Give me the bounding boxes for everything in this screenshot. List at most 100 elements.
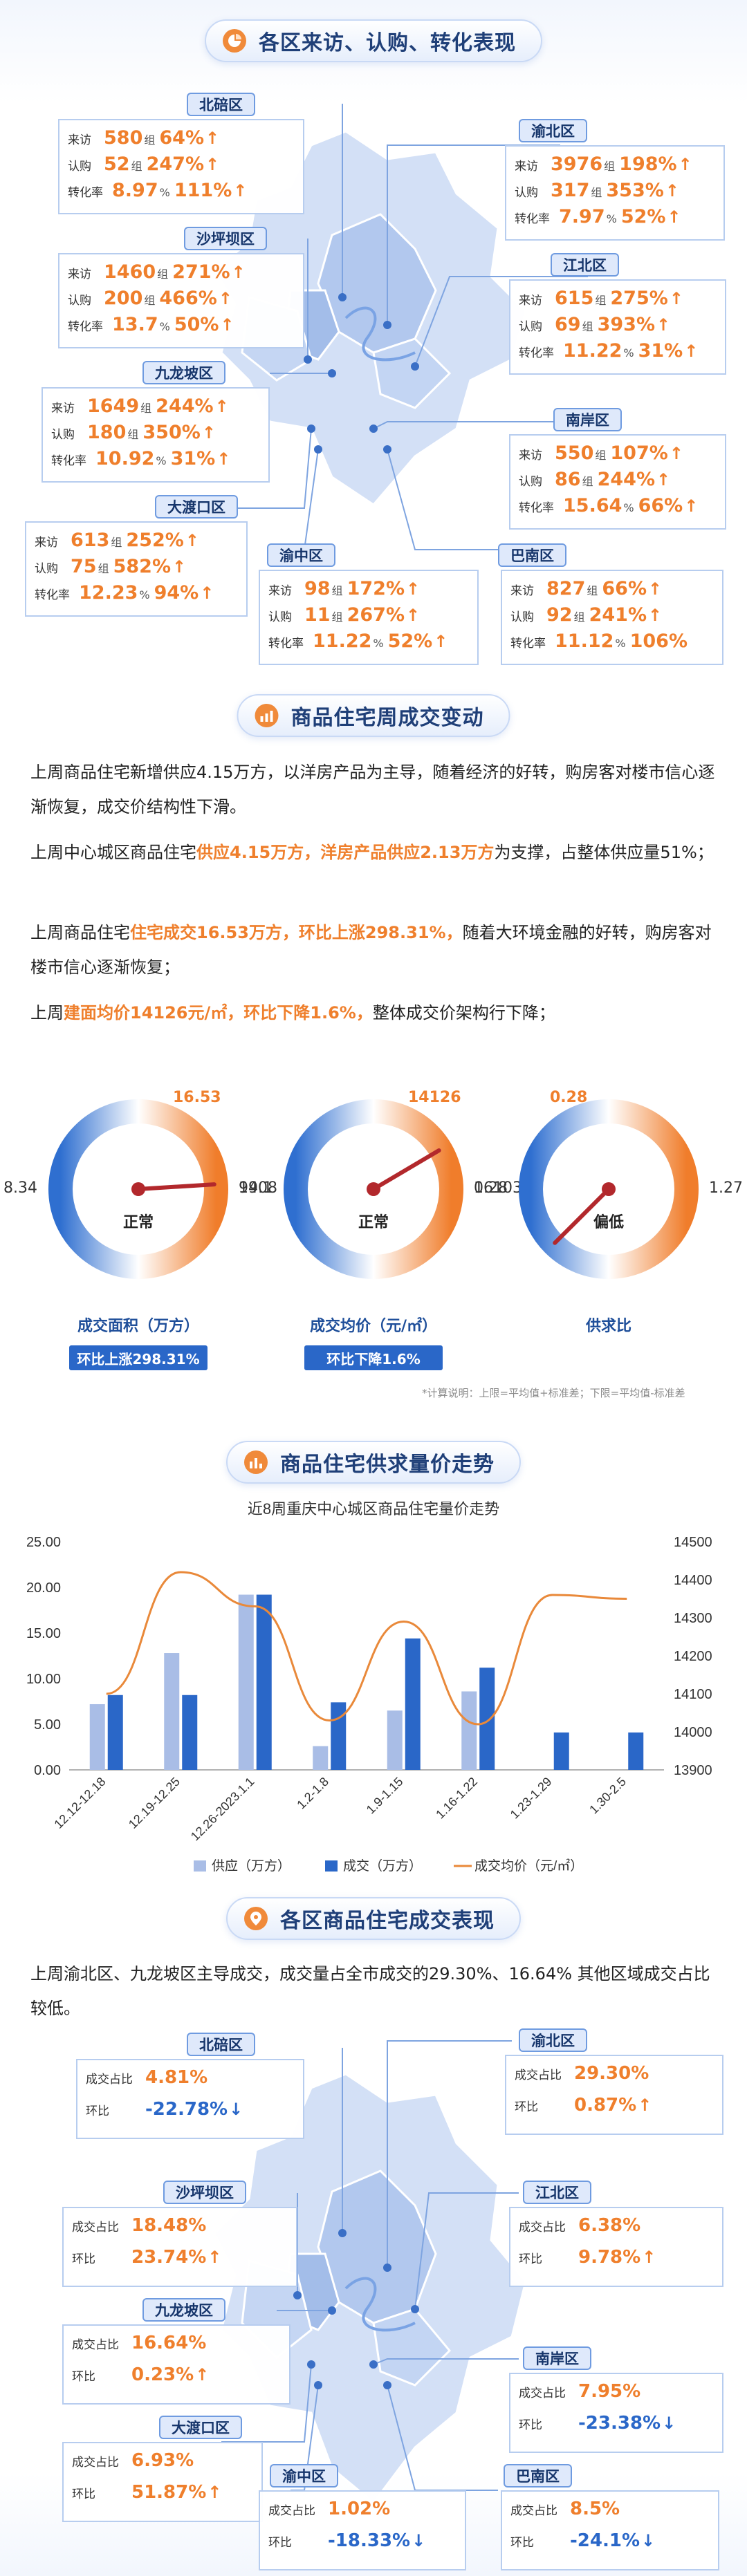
highlight-text: 建面均价14126元/㎡，环比下降1.6%， bbox=[64, 1003, 373, 1023]
district-map-2 bbox=[213, 2074, 527, 2505]
sub-label: 认购 bbox=[35, 562, 58, 576]
mom-label: 环比 bbox=[86, 2104, 109, 2118]
conv-label: 转化率 bbox=[51, 454, 86, 468]
gauge-high-label: 19.1 bbox=[239, 1179, 273, 1197]
gauge-2 bbox=[270, 1085, 477, 1296]
visit-change: 252% bbox=[126, 530, 184, 551]
text-segment: 为支撑，占整体供应量51%； bbox=[494, 843, 714, 862]
up-arrow-icon: ↑ bbox=[172, 557, 187, 577]
text-segment: 上周中心城区商品住宅 bbox=[30, 843, 196, 862]
conv-value: 11.22 bbox=[313, 631, 372, 652]
legend-label: 成交均价（元/㎡） bbox=[474, 1858, 583, 1874]
y2-tick-label: 14500 bbox=[674, 1535, 712, 1550]
mom-value: -24.1% bbox=[570, 2530, 640, 2551]
legend-swatch bbox=[325, 1860, 338, 1872]
sub-value: 69 bbox=[555, 314, 581, 335]
district-card-yuzhong: 来访 98 组 172% ↑ 认购 11 组 267% ↑ 转化率 11.22% 52% ↑ bbox=[259, 570, 479, 665]
up-arrow-icon: ↑ bbox=[406, 606, 421, 625]
supply-bar bbox=[313, 1746, 329, 1770]
visit-label: 来访 bbox=[519, 294, 542, 308]
visit-label: 来访 bbox=[519, 449, 542, 463]
y2-tick-label: 14000 bbox=[674, 1725, 712, 1740]
district-tag-dadukou: 大渡口区 bbox=[155, 495, 238, 519]
gauge-high-label: 1.27 bbox=[709, 1179, 743, 1197]
visit-value: 1649 bbox=[87, 395, 140, 417]
down-arrow-icon: ↓ bbox=[412, 2531, 426, 2550]
up-arrow-icon: ↑ bbox=[667, 207, 681, 227]
unit-label: 组 bbox=[331, 610, 343, 624]
sub-change: 241% bbox=[589, 604, 647, 626]
gauge-hub bbox=[367, 1182, 380, 1196]
down-arrow-icon: ↓ bbox=[229, 2100, 243, 2119]
share-label: 成交占比 bbox=[72, 2221, 119, 2234]
up-arrow-icon: ↑ bbox=[205, 129, 220, 148]
district-tag-yuzhong: 渝中区 bbox=[267, 543, 335, 567]
district-tag-banan: 巴南区 bbox=[498, 543, 566, 567]
x-tick-label: 12.12-12.18 bbox=[51, 1775, 108, 1831]
sub-label: 认购 bbox=[519, 475, 542, 489]
unit-label: 组 bbox=[582, 320, 593, 333]
sub-change: 247% bbox=[146, 153, 205, 175]
price-line bbox=[106, 1571, 627, 1726]
map1-connectors bbox=[221, 104, 588, 550]
mom-value: -23.38% bbox=[578, 2413, 661, 2434]
up-arrow-icon: ↑ bbox=[656, 315, 671, 335]
up-arrow-icon: ↑ bbox=[669, 289, 683, 308]
sub-change: 350% bbox=[142, 422, 201, 443]
district-card-shapingba: 来访 1460 组 271% ↑ 认购 200 组 466% ↑ 转化率 13.7% 50% ↑ bbox=[58, 253, 304, 348]
mom-label: 环比 bbox=[72, 2370, 95, 2384]
district-share-card: 成交占比 4.81% 环比 -22.78% ↓ bbox=[76, 2059, 304, 2139]
up-arrow-icon: ↑ bbox=[218, 289, 232, 308]
y2-tick-label: 13900 bbox=[674, 1763, 712, 1778]
sub-change: 466% bbox=[159, 288, 217, 309]
summary-paragraph-4: 上周建面均价14126元/㎡，环比下降1.6%，整体成交价架构行下降； bbox=[30, 996, 717, 1030]
sub-change: 582% bbox=[113, 556, 172, 577]
gauge-dial bbox=[519, 1099, 699, 1279]
text-segment: 整体成交价架构行下降； bbox=[372, 1003, 555, 1023]
location-pin-icon bbox=[244, 1907, 268, 1930]
section-title-district-deals: 各区商品住宅成交表现 bbox=[226, 1897, 521, 1940]
visit-label: 来访 bbox=[68, 133, 91, 147]
pct-label: % bbox=[139, 588, 150, 601]
bar-trend-icon bbox=[255, 704, 279, 727]
visit-label: 来访 bbox=[35, 536, 58, 550]
deal-bar bbox=[553, 1732, 569, 1770]
sub-label: 认购 bbox=[268, 610, 292, 624]
x-tick-label: 1.2-1.8 bbox=[294, 1775, 331, 1812]
district-tag: 南岸区 bbox=[523, 2346, 591, 2370]
y-tick-label: 20.00 bbox=[26, 1580, 61, 1596]
share-label: 成交占比 bbox=[519, 2221, 566, 2234]
gauge-1 bbox=[35, 1085, 242, 1296]
section-title-text: 商品住宅周成交变动 bbox=[290, 706, 484, 730]
mom-label: 环比 bbox=[72, 2252, 95, 2266]
district-card-yubei: 来访 3976 组 198% ↑ 认购 317 组 353% ↑ 转化率 7.97% 52% ↑ bbox=[505, 145, 725, 241]
legend-label: 成交（万方） bbox=[343, 1858, 422, 1874]
unit-label: 组 bbox=[595, 449, 607, 462]
mom-value: 0.87% bbox=[574, 2095, 637, 2116]
visit-label: 来访 bbox=[51, 402, 75, 416]
district-share-card: 成交占比 8.5% 环比 -24.1% ↓ bbox=[501, 2490, 719, 2570]
sub-label: 认购 bbox=[519, 320, 542, 334]
visit-label: 来访 bbox=[268, 584, 292, 598]
deal-bar bbox=[107, 1695, 123, 1770]
district-tag: 北碚区 bbox=[187, 2033, 255, 2056]
district-card-jiulongpo: 来访 1649 组 244% ↑ 认购 180 组 350% ↑ 转化率 10.92% 31% ↑ bbox=[42, 387, 270, 483]
sub-value: 180 bbox=[87, 422, 127, 443]
text-segment: 随着大环境金融的好转，购房客对楼市信心逐渐恢复； bbox=[30, 923, 712, 977]
up-arrow-icon: ↑ bbox=[656, 470, 671, 489]
unit-label: 组 bbox=[331, 584, 343, 597]
pct-label: % bbox=[623, 501, 634, 514]
conv-label: 转化率 bbox=[68, 186, 103, 200]
mom-value: 9.78% bbox=[578, 2247, 641, 2268]
district-tag: 沙坪坝区 bbox=[163, 2181, 246, 2204]
visit-label: 来访 bbox=[515, 160, 538, 174]
conv-label: 转化率 bbox=[519, 501, 554, 515]
unit-label: 组 bbox=[591, 186, 602, 199]
visit-value: 1460 bbox=[104, 261, 156, 283]
gauge-value-label: 14126 bbox=[408, 1089, 461, 1106]
deal-bar bbox=[256, 1594, 272, 1770]
conv-change: 31% bbox=[170, 448, 216, 469]
down-arrow-icon: ↓ bbox=[641, 2531, 656, 2550]
visit-label: 来访 bbox=[510, 584, 534, 598]
pct-label: % bbox=[623, 346, 634, 360]
